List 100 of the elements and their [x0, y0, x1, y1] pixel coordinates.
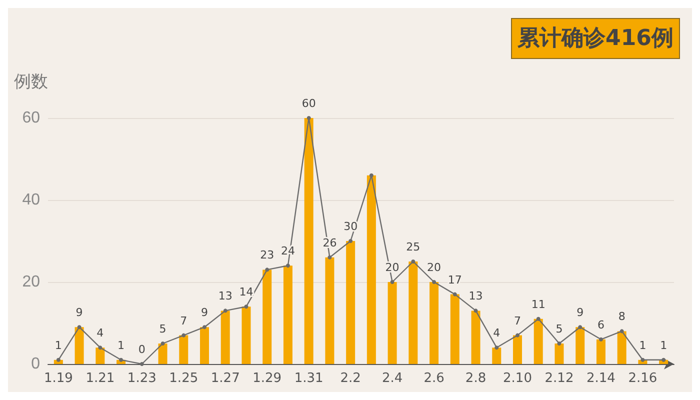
bar: [283, 266, 292, 364]
point: [244, 304, 248, 309]
bar: [158, 344, 168, 364]
point: [452, 292, 457, 296]
point: [516, 333, 520, 338]
data-label: 17: [448, 273, 462, 286]
x-tick-label: 1.23: [127, 371, 156, 386]
x-tick-label: 1.19: [44, 371, 73, 386]
point: [369, 173, 374, 178]
bar: [513, 335, 522, 364]
point: [202, 325, 206, 330]
data-label: 4: [96, 326, 104, 340]
bar: [74, 327, 84, 364]
point: [77, 325, 82, 330]
data-label: 9: [76, 306, 83, 320]
data-label: 14: [239, 286, 254, 299]
point: [98, 346, 102, 350]
data-label: 23: [260, 248, 274, 262]
y-axis-title: 例数: [14, 72, 48, 91]
point: [640, 358, 645, 362]
bar: [325, 257, 334, 364]
data-label: 60: [302, 97, 316, 110]
point: [411, 260, 416, 264]
point: [474, 308, 478, 313]
bar: [450, 294, 460, 364]
data-label: 6: [597, 318, 604, 332]
data-label: 13: [218, 290, 232, 303]
bar: [242, 306, 251, 364]
point: [56, 358, 60, 362]
data-label: 13: [468, 290, 483, 303]
x-tick-label: 2.16: [628, 371, 658, 386]
data-label: 1: [639, 338, 646, 352]
x-tick-label: 1.31: [294, 371, 324, 386]
data-label: 1: [660, 338, 668, 352]
data-label: 1: [118, 338, 125, 352]
data-label: 20: [427, 261, 442, 274]
x-tick-label: 2.10: [503, 371, 532, 386]
point: [598, 337, 603, 342]
bar: [366, 175, 376, 364]
point: [578, 325, 582, 330]
y-tick-label: 40: [22, 192, 40, 208]
bar: [200, 327, 209, 364]
bar: [179, 335, 188, 364]
x-tick-label: 1.29: [252, 371, 282, 386]
point: [223, 308, 228, 313]
data-label: 9: [576, 306, 584, 320]
bar: [534, 318, 543, 364]
data-label: 4: [493, 326, 500, 340]
bar: [346, 241, 356, 364]
point: [160, 342, 165, 346]
y-tick-label: 0: [31, 356, 40, 372]
x-tick-label: 2.14: [586, 371, 616, 386]
point: [182, 333, 186, 338]
bar: [262, 270, 272, 364]
data-label: 5: [556, 322, 563, 336]
point: [494, 346, 499, 350]
bar: [576, 327, 585, 364]
bar: [492, 348, 502, 364]
point: [306, 116, 311, 120]
x-tick-label: 2.8: [465, 371, 486, 386]
point: [286, 264, 290, 268]
bar: [408, 262, 418, 364]
point: [348, 239, 353, 243]
x-tick-label: 2.2: [340, 371, 361, 386]
bar: [220, 310, 230, 364]
point: [620, 329, 624, 334]
point: [432, 280, 436, 284]
point: [390, 280, 394, 284]
point: [557, 342, 562, 346]
point: [265, 268, 270, 272]
point: [140, 362, 144, 366]
bar: [96, 348, 105, 364]
point: [328, 255, 332, 260]
data-label: 7: [514, 314, 521, 328]
data-label: 7: [180, 314, 188, 328]
data-label: 0: [138, 343, 146, 356]
y-tick-label: 60: [22, 110, 40, 126]
x-tick-label: 1.27: [210, 371, 240, 386]
point: [119, 358, 124, 362]
data-label: 8: [618, 310, 626, 324]
data-label: 5: [159, 322, 166, 336]
bar: [554, 344, 564, 364]
point: [662, 358, 666, 362]
x-tick-label: 2.12: [544, 371, 574, 386]
data-label: 1: [54, 338, 62, 352]
data-label: 9: [201, 306, 208, 320]
bar: [388, 282, 397, 364]
y-tick-label: 20: [22, 274, 40, 290]
x-tick-label: 2.6: [424, 371, 444, 386]
text: 累计确诊416例: [516, 26, 674, 51]
x-tick-label: 2.4: [382, 371, 403, 386]
bar: [304, 118, 314, 364]
x-tick-label: 1.25: [169, 371, 198, 386]
bar: [471, 310, 480, 364]
x-tick-label: 1.21: [86, 371, 115, 386]
bar: [596, 339, 606, 364]
point: [536, 316, 540, 321]
data-label: 11: [531, 298, 546, 311]
data-label: 25: [406, 240, 420, 254]
bar: [430, 282, 439, 364]
